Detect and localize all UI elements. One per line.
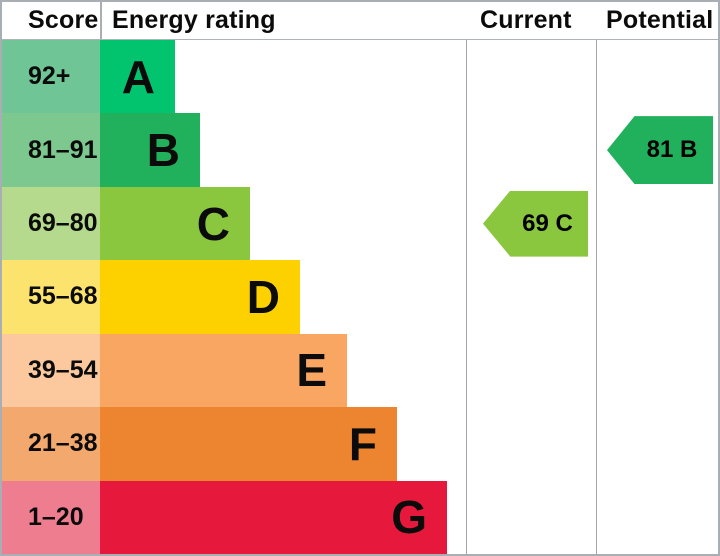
- score-label: 55–68: [28, 282, 98, 311]
- rating-bar: D: [100, 260, 300, 334]
- header-score: Score: [28, 6, 99, 34]
- rating-letter: A: [121, 50, 155, 103]
- band-row: 81–91 B: [2, 113, 466, 187]
- current-column: 69 C: [466, 2, 596, 554]
- rating-bar: G: [100, 480, 447, 554]
- rating-letter: C: [196, 197, 230, 250]
- band-row: 55–68 D: [2, 260, 466, 334]
- header-potential: Potential: [606, 6, 714, 34]
- rating-bar: A: [100, 40, 175, 114]
- score-label: 21–38: [28, 429, 98, 458]
- score-cell: 69–80: [2, 186, 100, 261]
- score-cell: 81–91: [2, 113, 100, 187]
- current-arrow: 69 C: [483, 190, 588, 257]
- rating-letter: B: [146, 124, 180, 177]
- band-rows: 92+ A 81–91 B 69–80 C 55–68: [2, 40, 466, 554]
- rating-bar: B: [100, 113, 200, 187]
- score-label: 81–91: [28, 135, 98, 164]
- band-row: 1–20 G: [2, 480, 466, 554]
- rating-letter: F: [348, 417, 377, 470]
- header-energy-rating: Energy rating: [112, 6, 276, 34]
- band-row: 39–54 E: [2, 333, 466, 408]
- score-cell: 55–68: [2, 260, 100, 334]
- rating-letter: E: [296, 344, 327, 397]
- header-current: Current: [480, 6, 572, 34]
- score-label: 1–20: [28, 502, 84, 531]
- score-label: 69–80: [28, 209, 98, 238]
- score-label: 92+: [28, 62, 71, 91]
- rating-letter: D: [246, 270, 280, 323]
- rating-bar: F: [100, 407, 397, 481]
- band-row: 69–80 C: [2, 186, 466, 261]
- score-cell: 92+: [2, 40, 100, 114]
- score-cell: 39–54: [2, 333, 100, 408]
- score-cell: 1–20: [2, 480, 100, 554]
- score-label: 39–54: [28, 355, 98, 384]
- potential-arrow: 81 B: [607, 116, 713, 185]
- header-score-divider: [100, 2, 102, 39]
- band-row: 92+ A: [2, 40, 466, 114]
- score-cell: 21–38: [2, 407, 100, 481]
- rating-bar: C: [100, 186, 250, 261]
- band-row: 21–38 F: [2, 407, 466, 481]
- rating-letter: G: [391, 491, 427, 544]
- potential-column: 81 B: [596, 2, 718, 554]
- current-arrow-label: 69 C: [522, 209, 573, 237]
- rating-bar: E: [100, 333, 347, 408]
- potential-arrow-label: 81 B: [646, 136, 698, 164]
- header-row: Score Energy rating Current Potential: [2, 2, 718, 40]
